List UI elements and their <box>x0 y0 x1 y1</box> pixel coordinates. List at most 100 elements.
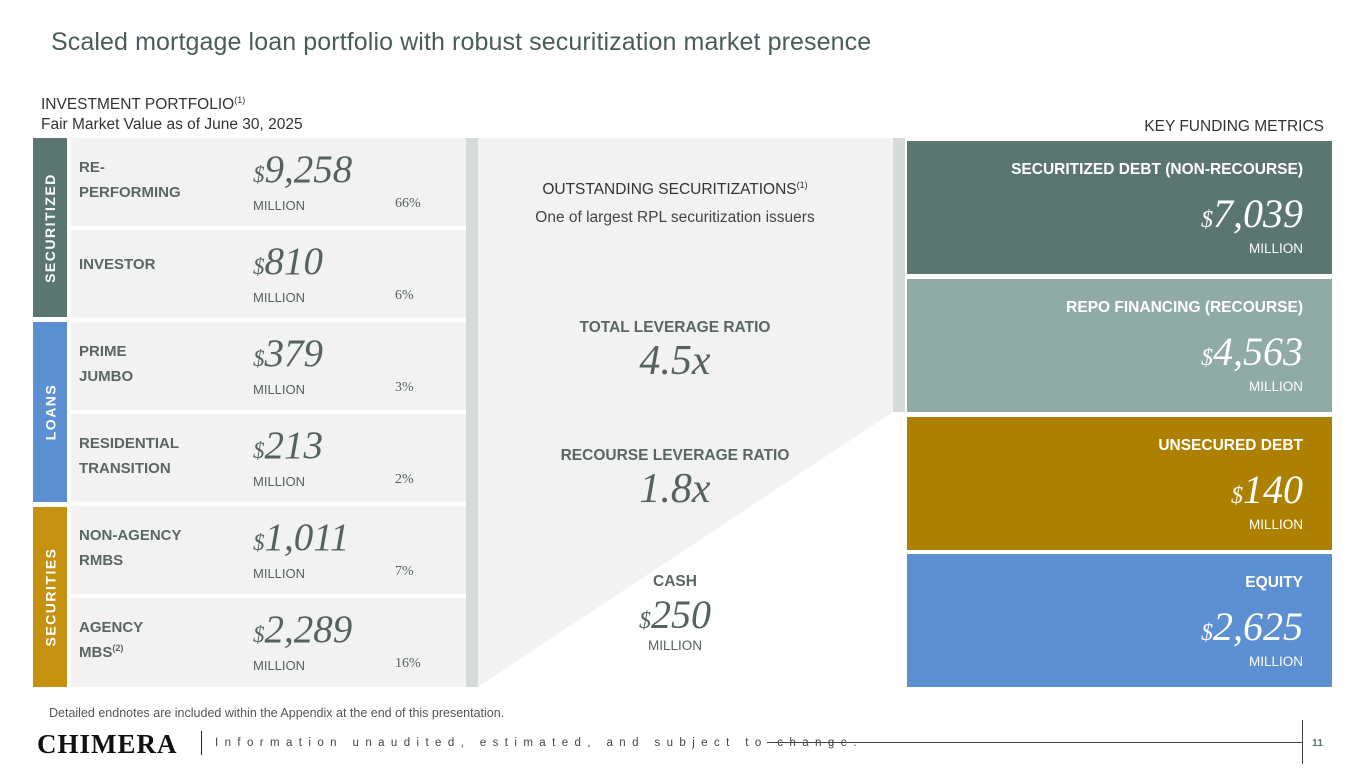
row-percent: 6% <box>395 288 414 303</box>
funnel-polygon <box>478 138 893 687</box>
cash-value: $250 <box>478 591 872 638</box>
row-name: AGENCY MBS <box>79 619 143 661</box>
funding-box-equity: EQUITY $2,625 MILLION <box>907 554 1332 687</box>
category-label-loans: LOANS <box>42 383 58 441</box>
row-percent: 7% <box>395 564 414 579</box>
cash-unit: MILLION <box>647 638 702 653</box>
row-unit: MILLION <box>253 566 306 581</box>
funding-box-repo-financing: REPO FINANCING (RECOURSE) $4,563 MILLION <box>907 279 1332 412</box>
row-value: $2,289 <box>253 608 352 657</box>
funding-label: EQUITY <box>1245 574 1303 591</box>
funding-label: SECURITIZED DEBT (NON-RECOURSE) <box>1011 161 1303 178</box>
row-percent: 16% <box>395 656 421 671</box>
cash-label: CASH <box>653 573 697 590</box>
funding-currency: $ <box>1201 345 1213 371</box>
funding-label: UNSECURED DEBT <box>1158 437 1303 454</box>
category-band-securities: SECURITIES <box>33 507 67 687</box>
row-name: PRIME JUMBO <box>79 343 134 385</box>
portfolio-row-agency-mbs: AGENCY MBS(2) $2,289 MILLION 16% <box>71 598 466 687</box>
portfolio-row-re-performing: RE-PERFORMING $9,258 MILLION 66% <box>71 138 466 226</box>
row-currency: $ <box>253 346 265 371</box>
funding-unit: MILLION <box>1248 241 1303 256</box>
row-percent: 66% <box>395 196 421 211</box>
funding-unit: MILLION <box>1248 379 1303 394</box>
portfolio-row-prime-jumbo: PRIME JUMBO $379 MILLION 3% <box>71 322 466 410</box>
cash-block: CASH $250 MILLION <box>478 573 872 653</box>
row-value: $810 <box>253 240 323 289</box>
row-unit: MILLION <box>253 290 306 305</box>
funding-box-securitized-debt: SECURITIZED DEBT (NON-RECOURSE) $7,039 M… <box>907 141 1332 274</box>
row-percent: 2% <box>395 472 414 487</box>
row-value: $213 <box>253 424 323 473</box>
logo-separator <box>201 731 202 755</box>
portfolio-heading-note: (1) <box>234 95 246 105</box>
category-label-securitized: SECURITIZED <box>42 172 58 283</box>
footer-disclaimer: Information unaudited, estimated, and su… <box>215 737 864 749</box>
funding-amount: 2,625 <box>1213 604 1303 649</box>
funding-unit: MILLION <box>1248 517 1303 532</box>
row-amount: 810 <box>264 240 324 283</box>
cash-currency: $ <box>639 608 651 634</box>
row-currency: $ <box>253 530 265 555</box>
funding-currency: $ <box>1201 207 1213 233</box>
total-leverage-block: TOTAL LEVERAGE RATIO 4.5x <box>478 319 872 385</box>
portfolio-row-investor: INVESTOR $810 MILLION 6% <box>71 230 466 318</box>
row-currency: $ <box>253 622 265 647</box>
row-name: INVESTOR <box>79 256 156 273</box>
row-value: $379 <box>253 332 323 381</box>
funnel-shape <box>478 138 893 687</box>
row-name: NON-AGENCY RMBS <box>79 527 182 569</box>
funding-value: $2,625 <box>1201 604 1303 656</box>
recourse-leverage-value: 1.8x <box>639 466 711 512</box>
row-unit: MILLION <box>253 658 306 673</box>
footer-tick <box>1302 720 1303 764</box>
row-percent: 3% <box>395 380 414 395</box>
total-leverage-value: 4.5x <box>639 338 711 384</box>
page-number: 11 <box>1312 737 1324 749</box>
funding-currency: $ <box>1201 620 1213 646</box>
row-value: $1,011 <box>253 516 349 565</box>
cash-amount: 250 <box>651 592 711 637</box>
funding-amount: 7,039 <box>1213 191 1303 236</box>
funding-amount: 4,563 <box>1213 329 1303 374</box>
outstanding-label: OUTSTANDING SECURITIZATIONS <box>542 181 797 199</box>
funding-value: $140 <box>1231 467 1303 519</box>
row-amount: 379 <box>264 332 324 375</box>
outstanding-note: (1) <box>796 180 808 190</box>
portfolio-divider <box>466 138 478 687</box>
page-title: Scaled mortgage loan portfolio with robu… <box>51 28 872 56</box>
total-leverage-label: TOTAL LEVERAGE RATIO <box>579 319 771 336</box>
outstanding-securitizations-block: OUTSTANDING SECURITIZATIONS(1) One of la… <box>478 180 872 227</box>
row-note: (2) <box>112 643 124 653</box>
row-name: RESIDENTIAL TRANSITION <box>79 435 179 477</box>
portfolio-heading: INVESTMENT PORTFOLIO <box>41 96 235 114</box>
outstanding-subtitle: One of largest RPL securitization issuer… <box>535 209 815 227</box>
row-unit: MILLION <box>253 382 306 397</box>
row-name: RE-PERFORMING <box>79 159 181 201</box>
chimera-logo: CHIMERA <box>37 729 178 759</box>
row-amount: 1,011 <box>264 516 350 559</box>
row-amount: 213 <box>264 424 324 467</box>
row-amount: 9,258 <box>264 148 353 191</box>
portfolio-subheading: Fair Market Value as of June 30, 2025 <box>41 116 303 134</box>
portfolio-row-residential-transition: RESIDENTIAL TRANSITION $213 MILLION 2% <box>71 414 466 502</box>
funding-amount: 140 <box>1243 467 1303 512</box>
funding-unit: MILLION <box>1248 654 1303 669</box>
endnote-text: Detailed endnotes are included within th… <box>49 706 505 720</box>
funding-currency: $ <box>1231 483 1243 509</box>
row-unit: MILLION <box>253 198 306 213</box>
footer-rule <box>767 742 1302 743</box>
row-currency: $ <box>253 438 265 463</box>
row-amount: 2,289 <box>264 608 353 651</box>
row-currency: $ <box>253 254 265 279</box>
category-band-loans: LOANS <box>33 322 67 502</box>
funding-value: $4,563 <box>1201 329 1303 381</box>
row-unit: MILLION <box>253 474 306 489</box>
portfolio-row-non-agency-rmbs: NON-AGENCY RMBS $1,011 MILLION 7% <box>71 506 466 594</box>
portfolio-heading-block: INVESTMENT PORTFOLIO(1) Fair Market Valu… <box>41 90 303 135</box>
funding-divider <box>893 138 905 412</box>
recourse-leverage-block: RECOURSE LEVERAGE RATIO 1.8x <box>478 447 872 513</box>
category-label-securities: SECURITIES <box>42 547 59 647</box>
key-funding-heading: KEY FUNDING METRICS <box>1144 118 1324 135</box>
recourse-leverage-label: RECOURSE LEVERAGE RATIO <box>560 447 790 464</box>
